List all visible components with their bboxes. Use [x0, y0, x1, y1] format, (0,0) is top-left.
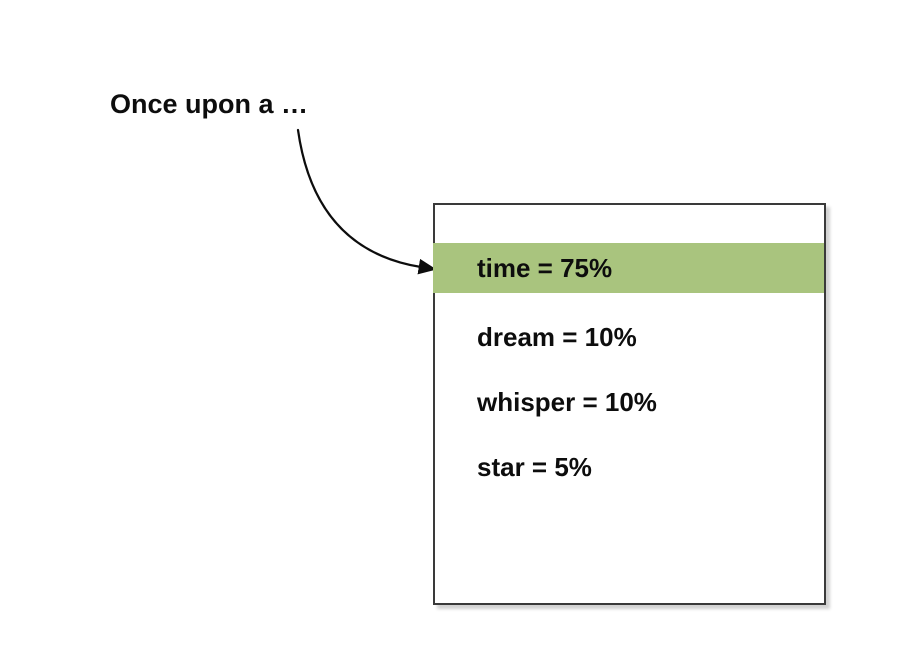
prompt-text: Once upon a …	[110, 89, 309, 119]
prediction-label-dream: dream = 10%	[477, 322, 637, 352]
prediction-row-time: time = 75%	[433, 243, 824, 293]
prediction-box: time = 75% dream = 10% whisper = 10% sta…	[433, 203, 826, 605]
prediction-label-whisper: whisper = 10%	[477, 387, 657, 417]
prediction-label-star: star = 5%	[477, 452, 592, 482]
prediction-label-time: time = 75%	[477, 252, 613, 283]
prediction-row-whisper: whisper = 10%	[435, 370, 824, 435]
prediction-row-dream: dream = 10%	[435, 305, 824, 370]
prediction-row-star: star = 5%	[435, 435, 824, 500]
